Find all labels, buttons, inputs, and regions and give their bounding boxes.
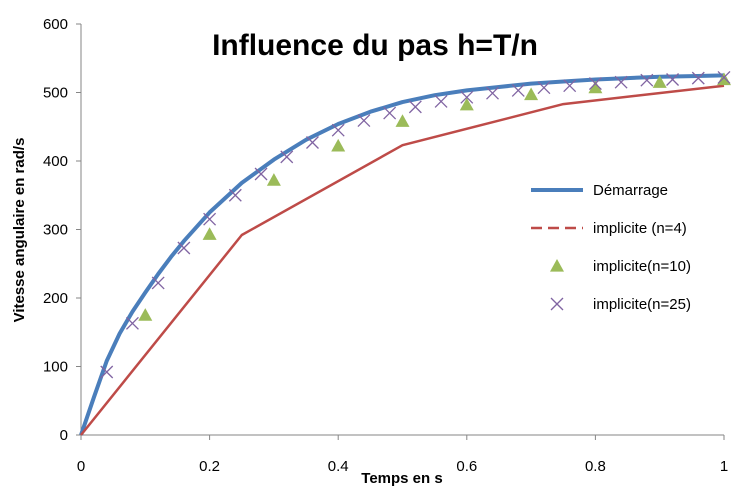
y-tick-label: 100	[43, 359, 68, 376]
series-2	[138, 72, 731, 321]
ticks: 0 100 200 300 400 500 600 0 0.2 0.4 0.6 0.8 1	[43, 16, 728, 475]
data-point	[254, 167, 268, 181]
data-point	[100, 365, 114, 379]
series-3	[100, 70, 731, 379]
legend-label: implicite(n=10)	[593, 258, 691, 275]
y-tick-label: 200	[43, 290, 68, 307]
data-point	[640, 73, 654, 87]
data-point	[228, 188, 242, 202]
data-point	[717, 72, 731, 86]
legend-item: Démarrage	[531, 182, 668, 199]
data-point	[177, 241, 191, 255]
y-axis-title: Vitesse angulaire en rad/s	[11, 138, 28, 323]
y-tick-label: 0	[60, 427, 68, 444]
legend-item: implicite(n=10)	[550, 258, 691, 275]
data-point	[691, 71, 705, 85]
data-point	[306, 136, 319, 149]
chart-title: Influence du pas h=T/n	[212, 29, 538, 62]
data-point	[563, 79, 577, 93]
series-line	[79, 73, 725, 436]
legend-item: implicite(n=25)	[550, 296, 691, 313]
data-point	[588, 77, 602, 91]
series-layer	[79, 70, 731, 436]
legend-swatch	[550, 297, 564, 311]
data-point	[459, 97, 474, 111]
data-point	[151, 276, 165, 290]
data-point	[266, 173, 281, 186]
data-point	[652, 75, 667, 88]
legend-label: implicite (n=4)	[593, 220, 687, 237]
y-tick-label: 500	[43, 85, 68, 102]
x-tick-label: 0.4	[328, 458, 349, 475]
series-0	[79, 73, 725, 436]
legend: Démarrage implicite (n=4) implicite(n=10) i…	[531, 182, 691, 313]
x-tick-label: 0.6	[456, 458, 477, 475]
legend-swatch	[550, 259, 564, 272]
data-point	[383, 106, 397, 120]
data-point	[588, 80, 603, 94]
y-tick-label: 300	[43, 222, 68, 239]
legend-label: implicite(n=25)	[593, 296, 691, 313]
legend-item: implicite (n=4)	[531, 220, 687, 237]
y-tick-label: 400	[43, 153, 68, 170]
y-tick-label: 600	[43, 16, 68, 33]
data-point	[511, 83, 525, 97]
x-tick-label: 0.2	[199, 458, 220, 475]
data-point	[408, 100, 422, 114]
data-point	[202, 227, 217, 240]
series-line	[80, 84, 725, 436]
series-1	[80, 84, 725, 436]
data-point	[125, 316, 139, 330]
data-point	[524, 87, 539, 101]
data-point	[331, 123, 345, 137]
data-point	[537, 81, 551, 95]
data-point	[203, 212, 217, 226]
data-point	[666, 73, 680, 86]
data-point	[357, 114, 371, 128]
x-tick-label: 1	[720, 458, 728, 475]
x-axis-title: Temps en s	[361, 470, 442, 487]
legend-label: Démarrage	[593, 182, 668, 199]
data-point	[434, 94, 448, 108]
data-point	[460, 90, 474, 104]
data-point	[614, 75, 628, 89]
data-point	[395, 114, 410, 127]
x-tick-label: 0	[77, 458, 85, 475]
data-point	[138, 308, 153, 321]
data-point	[280, 150, 294, 164]
data-point	[486, 86, 499, 100]
x-tick-label: 0.8	[585, 458, 606, 475]
data-point	[717, 70, 731, 84]
data-point	[331, 138, 346, 152]
